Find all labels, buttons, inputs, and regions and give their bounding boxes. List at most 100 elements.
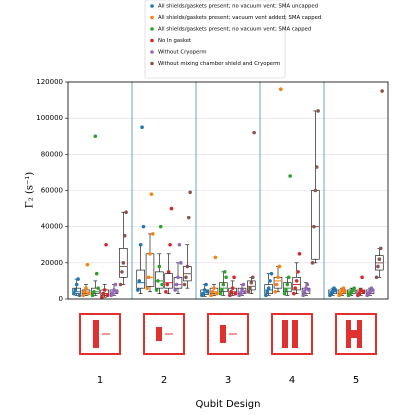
- data-point: [94, 271, 99, 276]
- data-point: [357, 291, 362, 296]
- x-tick-label: 1: [97, 375, 103, 386]
- data-point: [310, 261, 315, 265]
- data-point: [149, 192, 154, 196]
- data-point: [164, 289, 168, 294]
- design-image: [79, 313, 121, 355]
- data-point: [87, 291, 91, 296]
- data-point: [228, 293, 232, 298]
- data-point: [293, 286, 298, 290]
- data-point: [105, 293, 110, 298]
- legend-marker: [150, 4, 154, 8]
- data-point: [148, 251, 152, 256]
- data-point: [360, 275, 364, 280]
- data-point: [213, 255, 218, 260]
- legend-label: No In gasket: [158, 38, 191, 44]
- data-point: [205, 289, 210, 294]
- data-point: [173, 288, 177, 292]
- design-shape: [350, 330, 358, 338]
- data-point: [358, 288, 363, 292]
- data-point: [288, 174, 292, 178]
- data-point: [100, 295, 104, 299]
- plot-layer: 0 20000 40000 60000 80000 100000 120000 1 2 3 4 5: [36, 78, 388, 386]
- data-point: [292, 291, 296, 296]
- data-point: [184, 275, 188, 280]
- data-point: [72, 291, 76, 296]
- data-point: [209, 293, 213, 298]
- data-point: [137, 279, 142, 283]
- box: [119, 248, 128, 278]
- data-point: [122, 233, 127, 238]
- y-axis-label: Γ₂ (s⁻¹): [25, 172, 36, 208]
- data-point: [110, 291, 115, 296]
- data-point: [166, 270, 171, 274]
- data-point: [304, 286, 308, 290]
- data-point: [112, 288, 116, 292]
- y-tick-label: 60000: [41, 187, 63, 195]
- data-point: [246, 289, 251, 294]
- data-point: [248, 286, 252, 290]
- data-point: [222, 270, 227, 274]
- data-point: [233, 291, 238, 296]
- data-point: [145, 286, 149, 290]
- data-point: [93, 134, 98, 139]
- box: [292, 276, 301, 291]
- data-point: [338, 291, 343, 296]
- x-tick-label: 5: [353, 375, 359, 386]
- y-tick-label: 120000: [36, 78, 63, 86]
- x-tick-label: 3: [225, 375, 231, 386]
- data-point: [341, 286, 346, 290]
- data-point: [124, 210, 128, 214]
- data-point: [343, 289, 347, 294]
- design-shape: [357, 320, 362, 348]
- data-point: [168, 242, 172, 247]
- data-point: [113, 282, 118, 287]
- data-point: [179, 261, 183, 265]
- data-point: [250, 275, 255, 280]
- data-point: [90, 293, 95, 298]
- data-point: [220, 288, 224, 292]
- design-image: [207, 313, 249, 355]
- data-point: [269, 271, 274, 276]
- box: [283, 282, 292, 293]
- data-point: [73, 288, 78, 292]
- data-point: [361, 289, 366, 294]
- data-point: [77, 293, 82, 298]
- design-image: [271, 313, 313, 355]
- data-point: [138, 242, 143, 247]
- data-point: [76, 277, 80, 281]
- data-point: [174, 282, 179, 287]
- data-point: [165, 282, 170, 287]
- data-point: [333, 288, 338, 292]
- data-point: [202, 288, 207, 292]
- data-point: [169, 206, 174, 211]
- data-point: [374, 275, 379, 280]
- data-point: [210, 289, 215, 294]
- x-tick-label: 2: [161, 375, 167, 386]
- box: [247, 280, 256, 291]
- legend-marker: [150, 27, 154, 31]
- data-point: [243, 289, 247, 294]
- data-point: [266, 286, 271, 290]
- data-point: [156, 279, 160, 283]
- y-tick-label: 20000: [41, 259, 63, 267]
- data-point: [297, 251, 302, 256]
- data-point: [312, 224, 316, 229]
- data-point: [182, 282, 187, 287]
- y-tick-label: 40000: [41, 223, 63, 231]
- data-point: [241, 282, 246, 287]
- data-point: [352, 286, 356, 290]
- data-point: [160, 282, 164, 287]
- x-axis-label: Qubit Design: [196, 399, 261, 410]
- data-point: [316, 109, 320, 113]
- data-point: [84, 286, 88, 290]
- data-point: [282, 291, 287, 296]
- data-point: [313, 188, 318, 193]
- legend-box: [144, 0, 286, 79]
- data-point: [212, 286, 216, 290]
- legend-marker: [150, 50, 154, 54]
- box: [91, 287, 100, 294]
- data-point: [286, 275, 291, 280]
- legend-marker: [150, 61, 154, 66]
- data-point: [221, 282, 226, 287]
